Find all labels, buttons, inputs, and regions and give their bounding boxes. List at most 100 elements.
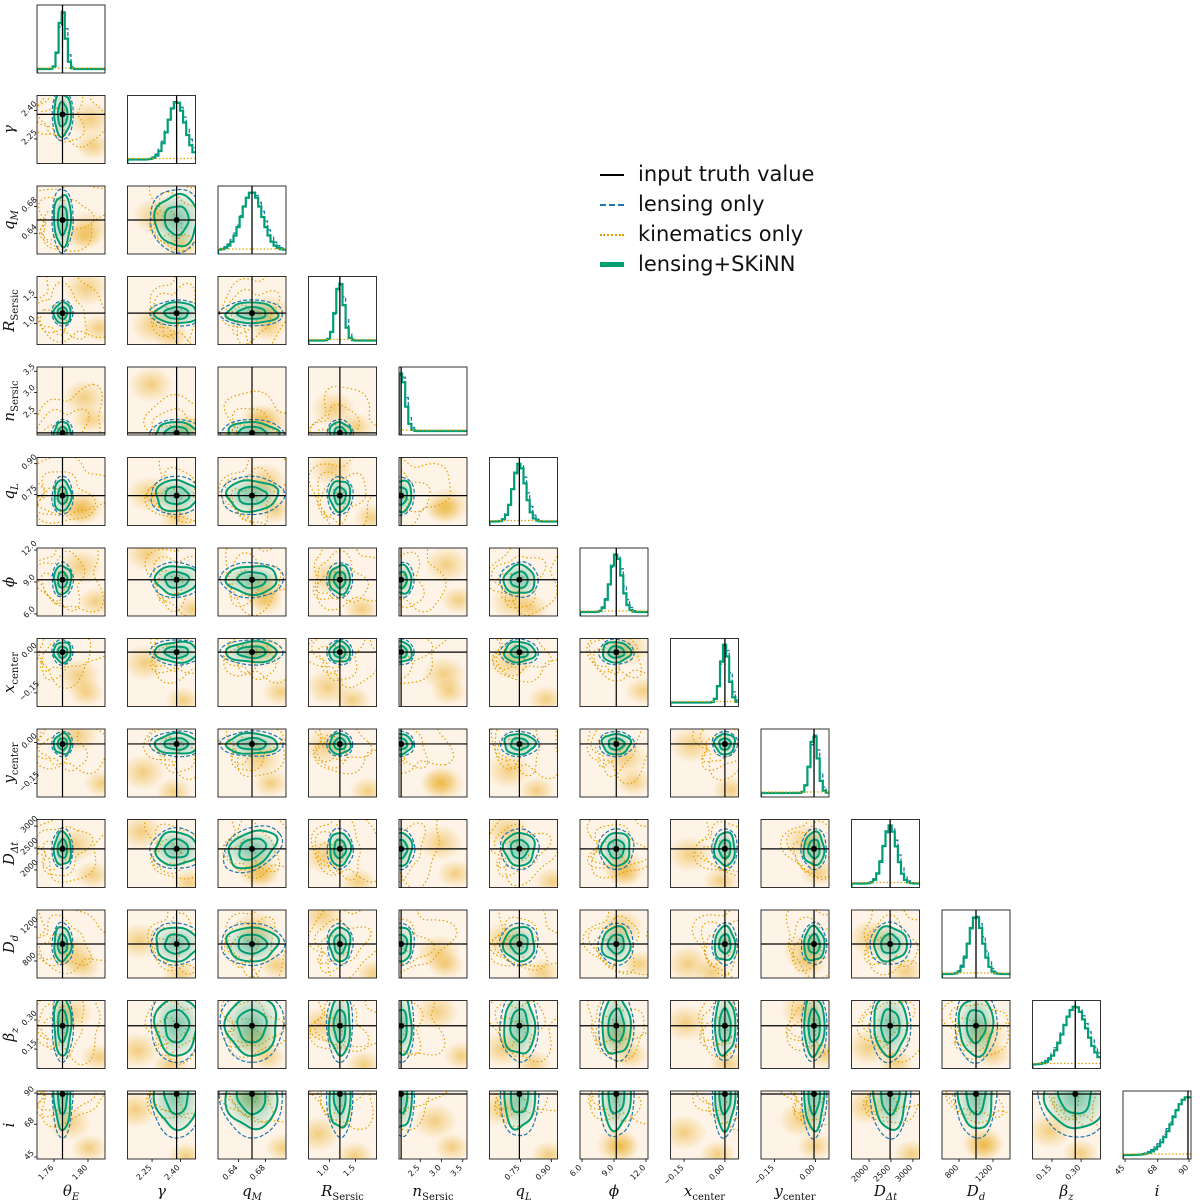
panel-frame-10-6 bbox=[579, 909, 649, 979]
xtick-0-1: 1.80 bbox=[70, 1163, 89, 1182]
combined-contour-1-9-2 bbox=[238, 837, 268, 861]
kin-contour-10-3-2 bbox=[308, 910, 377, 978]
truth-point-12-3 bbox=[336, 1091, 343, 1098]
truth-point-11-0 bbox=[59, 1022, 66, 1029]
panel-10-4 bbox=[398, 909, 468, 979]
kin-contour-9-8-1 bbox=[786, 820, 829, 881]
ytick-8-1: 0.00 bbox=[20, 731, 39, 750]
combined-contour-1-10-4 bbox=[399, 933, 409, 955]
panel-3-3 bbox=[308, 276, 377, 345]
panel-frame-12-1 bbox=[127, 1090, 196, 1160]
xtick-6-0: 6.0 bbox=[568, 1163, 583, 1178]
lens-contour-9-3 bbox=[326, 827, 354, 871]
combined-contour-2-5-4 bbox=[399, 479, 413, 514]
kin-contour-9-8-0 bbox=[792, 840, 821, 874]
kin-contour-7-1-1 bbox=[149, 638, 196, 675]
lens-contour-12-3 bbox=[325, 1091, 354, 1139]
kin-contour-5-1-2 bbox=[144, 457, 196, 524]
lens-contour-11-5 bbox=[499, 1000, 539, 1063]
combined-contour-2-8-4 bbox=[399, 733, 414, 756]
truth-point-6-3 bbox=[336, 576, 343, 583]
hist-combined-6 bbox=[580, 553, 648, 616]
panel-frame-2-2 bbox=[217, 185, 287, 255]
truth-point-9-2 bbox=[249, 845, 255, 852]
kin-contour-10-6-2 bbox=[582, 910, 648, 976]
ylabel-7: xcenter bbox=[0, 652, 21, 693]
xtick-7-0: −0.15 bbox=[662, 1163, 686, 1187]
panel-10-8 bbox=[760, 909, 830, 979]
truth-point-3-1 bbox=[173, 310, 180, 317]
kin-blob-10-3 bbox=[308, 910, 345, 934]
legend-label-lensing: lensing only bbox=[638, 192, 765, 216]
ylabel-3: RSersic bbox=[0, 289, 21, 333]
lens-contour-12-11 bbox=[1037, 1091, 1101, 1138]
hist-combined-1 bbox=[127, 101, 196, 164]
panel-7-7 bbox=[670, 638, 739, 707]
panel-11-3 bbox=[308, 1000, 377, 1069]
panel-10-7 bbox=[670, 909, 739, 979]
panel-frame-8-0 bbox=[36, 728, 106, 798]
xtick-8-1: 0.00 bbox=[798, 1163, 817, 1182]
ylabel-11: βz bbox=[0, 1027, 21, 1043]
panel-8-3 bbox=[308, 728, 377, 798]
panel-frame-11-7 bbox=[670, 1000, 739, 1069]
hist-combined-4 bbox=[399, 372, 467, 435]
truth-point-5-4 bbox=[399, 492, 405, 499]
kin-contour-7-1-2 bbox=[149, 638, 196, 685]
xlabel-6: ϕ bbox=[609, 1182, 619, 1200]
panel-9-3 bbox=[308, 819, 377, 888]
panel-frame-6-1 bbox=[127, 547, 196, 617]
panel-10-3 bbox=[308, 909, 377, 979]
kin-contour-6-3-2 bbox=[313, 548, 377, 611]
kin-contour-9-0-0 bbox=[41, 840, 72, 871]
ytick-2-1: 0.68 bbox=[20, 195, 39, 214]
panel-frame-8-7 bbox=[670, 728, 739, 798]
lens-contour-10-4 bbox=[399, 922, 416, 966]
xlabel-4: nSersic bbox=[412, 1182, 454, 1203]
truth-point-5-2 bbox=[249, 492, 255, 499]
ytick-6-2: 12.0 bbox=[20, 539, 39, 558]
xlabel-11: βz bbox=[1059, 1182, 1075, 1203]
panel-frame-8-3 bbox=[308, 728, 377, 798]
panel-frame-12-2 bbox=[217, 1090, 287, 1160]
panel-11-2 bbox=[217, 1000, 287, 1069]
kin-blob-11-1 bbox=[127, 1032, 160, 1069]
truth-point-10-5 bbox=[516, 941, 523, 947]
ytick-10-0: 800 bbox=[21, 951, 38, 968]
truth-point-8-3 bbox=[336, 740, 343, 747]
ytick-12-1: 68 bbox=[22, 1116, 36, 1130]
kin-blob-10-1 bbox=[127, 923, 162, 960]
truth-point-8-7 bbox=[721, 740, 728, 747]
hist-lensing-2 bbox=[218, 191, 286, 254]
ytick-11-1: 0.30 bbox=[20, 1009, 39, 1028]
ytick-5-1: 0.90 bbox=[20, 452, 39, 471]
truth-point-4-2 bbox=[249, 429, 255, 435]
kin-blob-8-1 bbox=[127, 754, 166, 791]
panel-frame-8-6 bbox=[579, 728, 649, 798]
panel-frame-12-11 bbox=[1032, 1090, 1101, 1160]
truth-point-7-1 bbox=[173, 649, 180, 656]
kin-contour-10-8-1 bbox=[789, 916, 829, 972]
kin-contour-7-6-1 bbox=[588, 638, 643, 679]
panel-6-5 bbox=[489, 547, 558, 617]
panel-frame-4-3 bbox=[308, 366, 377, 436]
panel-frame-3-2 bbox=[217, 276, 287, 345]
lens-contour-9-6 bbox=[597, 828, 635, 871]
panel-frame-9-1 bbox=[127, 819, 196, 888]
panel-frame-1-0 bbox=[36, 95, 106, 164]
panel-frame-7-0 bbox=[36, 638, 106, 707]
truth-point-9-1 bbox=[173, 845, 180, 852]
legend-entry-truth: input truth value bbox=[600, 160, 860, 190]
panel-10-2 bbox=[217, 909, 287, 979]
truth-point-2-1 bbox=[173, 217, 180, 223]
lens-contour-12-2 bbox=[218, 1091, 283, 1139]
panel-4-3 bbox=[308, 366, 377, 436]
lens-contour-9-4 bbox=[399, 828, 416, 871]
truth-point-7-5 bbox=[516, 649, 523, 656]
truth-point-2-0 bbox=[59, 217, 66, 223]
panel-3-1 bbox=[127, 276, 196, 345]
panel-11-9 bbox=[851, 1000, 920, 1069]
xlabel-5: qL bbox=[515, 1182, 532, 1203]
panel-frame-12-7 bbox=[670, 1090, 739, 1160]
panel-12-1: 2.25 2.40 bbox=[127, 1090, 196, 1182]
